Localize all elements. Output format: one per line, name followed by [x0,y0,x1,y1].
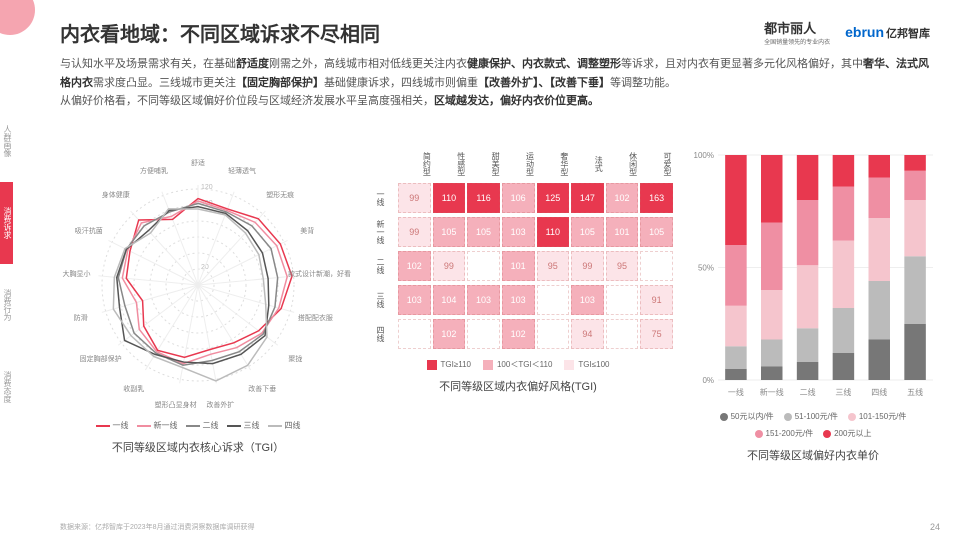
svg-text:50%: 50% [698,264,714,273]
stacked-title: 不同等级区域偏好内衣单价 [747,447,879,463]
body-paragraph: 与认知水平及场景需求有关，在基础舒适度刚需之外，高线城市相对低线更关注内衣健康保… [60,55,930,111]
charts-row: 20100120 舒适轻薄透气塑形无痕美背款式设计新潮，好看搭配配衣服聚拢改善下… [48,145,935,495]
svg-text:五线: 五线 [907,387,923,397]
svg-text:新一线: 新一线 [760,387,784,397]
svg-text:二线: 二线 [800,387,816,397]
decor-circle [0,0,35,35]
svg-text:一线: 一线 [728,387,744,397]
stacked-legend: 50元以内/件51-100元/件101-150元/件151-200元/件200元… [703,411,923,439]
radar-column: 20100120 舒适轻薄透气塑形无痕美背款式设计新潮，好看搭配配衣服聚拢改善下… [48,145,348,495]
data-source: 数据来源：亿邦智库于2023年8月通过消费洞察数据库调研获得 [60,522,254,532]
svg-text:四线: 四线 [871,387,887,397]
radar-chart: 20100120 舒适轻薄透气塑形无痕美背款式设计新潮，好看搭配配衣服聚拢改善下… [58,145,338,425]
page-title: 内衣看地域：不同区域诉求不尽相同 [60,18,380,47]
svg-text:120: 120 [201,184,213,191]
page-number: 24 [930,522,940,532]
sidebar-item[interactable]: 消费态度 [0,346,13,428]
stacked-chart: 0% 50% 100% 一线 新一线 二线 三线 四线 五线 [688,145,938,405]
svg-text:100%: 100% [694,151,714,160]
logo-ebrun: ebrun亿邦智库 [845,24,930,41]
heatmap-title: 不同等级区域内衣偏好风格(TGI) [439,378,597,394]
sidebar-item[interactable]: 人群画像 [0,100,13,182]
svg-text:0%: 0% [702,376,714,385]
logo-dushili: 都市丽人 全国销量领先的专业内衣 [764,18,830,46]
logo-area: 都市丽人 全国销量领先的专业内衣 ebrun亿邦智库 [764,18,930,46]
radar-title: 不同等级区域内衣核心诉求（TGI） [112,439,284,455]
sidebar-item[interactable]: 消费行为 [0,264,13,346]
heatmap-chart: 简约型性感型甜美型运动型奢华型法式休闲型可爱型一线991101161061251… [363,145,673,353]
sidebar-nav: 人群画像消费诉求消费行为消费态度 [0,100,28,440]
heatmap-legend: TGI≥110100＜TGI＜110TGI≤100 [427,359,610,370]
sidebar-item[interactable]: 消费诉求 [0,182,13,264]
stacked-column: 0% 50% 100% 一线 新一线 二线 三线 四线 五线 50元以内/件51-100元/件1… [688,145,938,495]
heatmap-column: 简约型性感型甜美型运动型奢华型法式休闲型可爱型一线991101161061251… [358,145,678,495]
svg-text:三线: 三线 [835,387,851,397]
